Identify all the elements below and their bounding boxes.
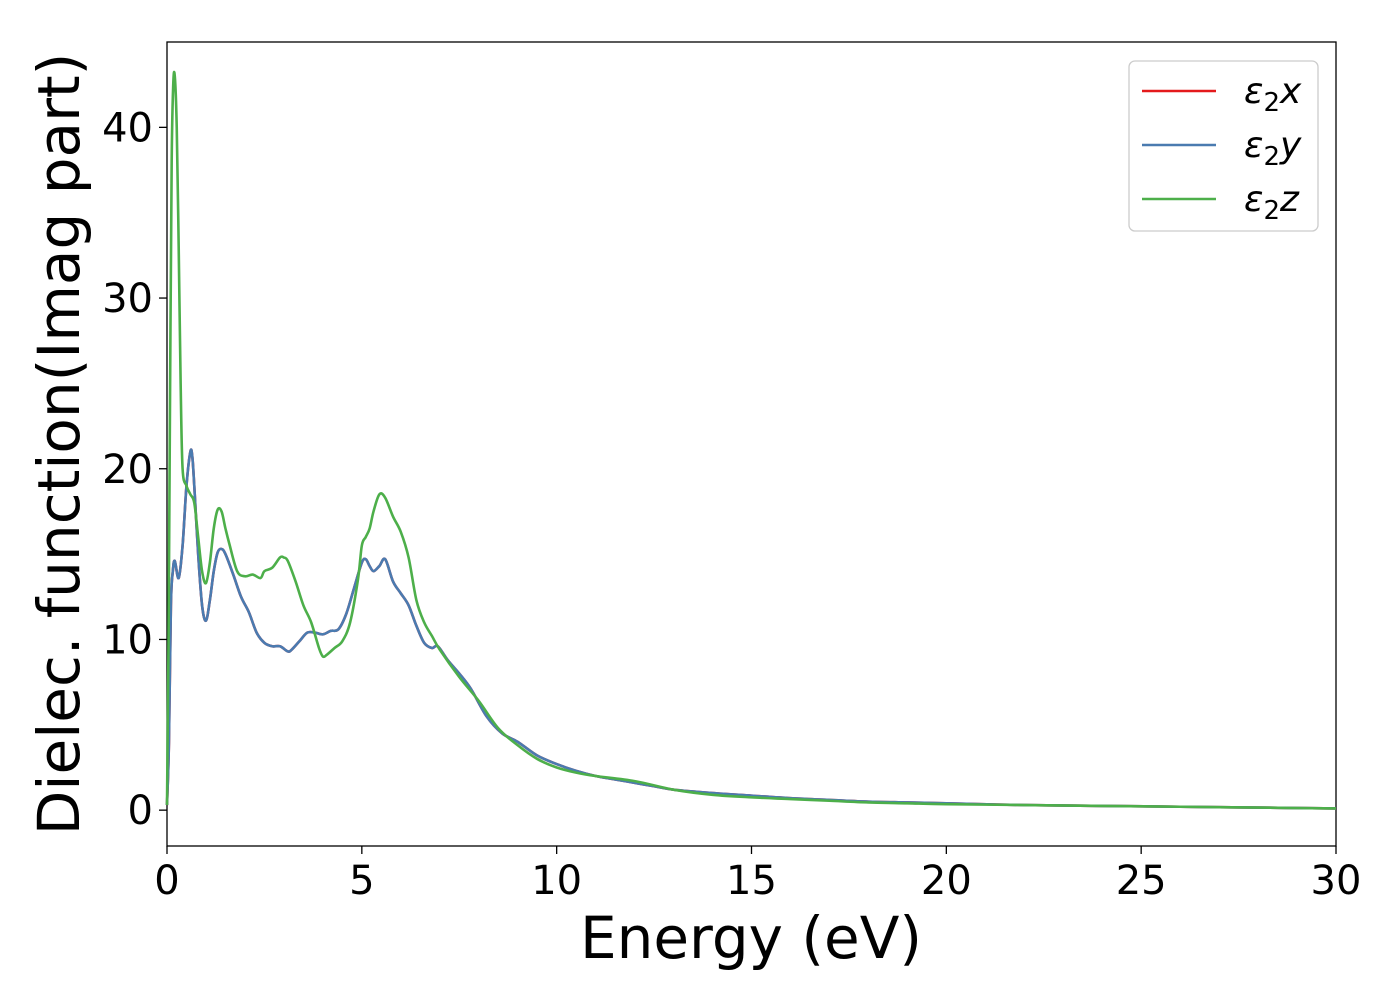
x-tick-label: 0 [154,858,179,904]
series-layer [165,70,1337,810]
x-tick-label: 25 [1116,858,1167,904]
y-tick-label: 0 [128,788,153,834]
legend-entries: ε2x ε2y ε2z [1142,71,1302,226]
x-tick-label: 15 [726,858,777,904]
x-tick-label: 30 [1311,858,1362,904]
legend-label-y: ε2y [1244,125,1302,172]
series-line-z [165,70,1337,810]
x-tick-label: 5 [349,858,374,904]
legend-label-x: ε2x [1244,71,1302,118]
y-axis-label: Dielec. function(Imag part) [25,53,93,836]
y-tick-label: 20 [102,447,153,493]
y-axis-ticks: 0 10 20 30 40 [102,105,167,834]
legend-label-z: ε2z [1244,179,1300,226]
x-axis-label: Energy (eV) [580,904,922,972]
x-axis-ticks: 0 5 10 15 20 25 30 [154,846,1361,904]
legend-box [1128,60,1319,232]
legend: ε2x ε2y ε2z [1128,60,1319,232]
x-tick-label: 20 [921,858,972,904]
x-tick-label: 10 [531,858,582,904]
y-tick-label: 10 [102,617,153,663]
y-tick-label: 40 [102,105,153,151]
y-tick-label: 30 [102,276,153,322]
